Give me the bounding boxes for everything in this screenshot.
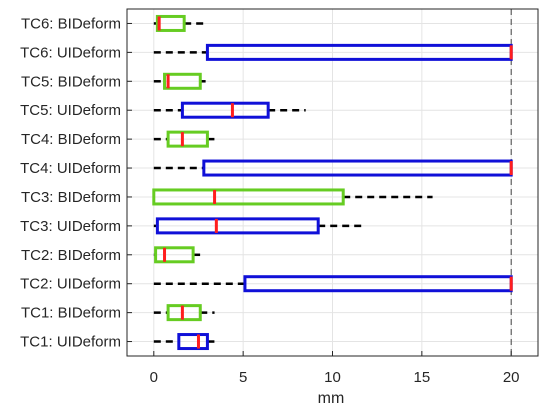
x-tick-label: 0 <box>150 369 158 386</box>
x-tick-label: 5 <box>239 369 247 386</box>
box-tc4-uideform <box>153 159 513 177</box>
box-iqr <box>180 101 270 119</box>
box-iqr <box>154 246 195 264</box>
box-tc1-bideform <box>153 304 215 322</box>
y-tick-label: TC6: BIDeform <box>21 15 121 32</box>
y-tick-label: TC5: BIDeform <box>21 73 121 90</box>
y-tick-label: TC6: UIDeform <box>20 44 121 61</box>
box-iqr <box>152 188 345 206</box>
box-iqr <box>166 304 202 322</box>
box-tc2-uideform <box>153 275 513 293</box>
box-iqr <box>177 333 209 351</box>
box-tc1-uideform <box>153 333 215 351</box>
box-tc6-bideform <box>153 14 208 32</box>
y-tick-label: TC3: UIDeform <box>20 218 121 235</box>
x-tick-label: 10 <box>324 369 341 386</box>
box-tc6-uideform <box>153 43 513 61</box>
y-tick-label: TC4: UIDeform <box>20 160 121 177</box>
y-tick-label: TC1: UIDeform <box>20 334 121 351</box>
box-iqr <box>163 72 202 90</box>
x-axis-label: mm <box>318 390 345 407</box>
y-tick-label: TC5: UIDeform <box>20 102 121 119</box>
box-tc5-uideform <box>153 101 306 119</box>
box-tc5-bideform <box>153 72 206 90</box>
y-tick-label: TC1: BIDeform <box>21 305 121 322</box>
box-tc3-uideform <box>153 217 363 235</box>
box-iqr <box>166 130 209 148</box>
y-tick-label: TC2: BIDeform <box>21 247 121 264</box>
ticks-layer: 0 5 10 15 20 TC6: BIDeform TC6: UIDeform TC5: B… <box>20 15 519 386</box>
box-iqr <box>155 14 186 32</box>
y-tick-label: TC2: UIDeform <box>20 276 121 293</box>
box-tc2-bideform <box>153 246 204 264</box>
boxes-layer <box>152 14 513 351</box>
y-tick-label: TC3: BIDeform <box>21 189 121 206</box>
y-tick-label: TC4: BIDeform <box>21 131 121 148</box>
x-tick-label: 20 <box>503 369 520 386</box>
box-iqr <box>155 217 320 235</box>
box-tc4-bideform <box>153 130 215 148</box>
x-tick-label: 15 <box>414 369 431 386</box>
box-tc3-bideform <box>152 188 433 206</box>
